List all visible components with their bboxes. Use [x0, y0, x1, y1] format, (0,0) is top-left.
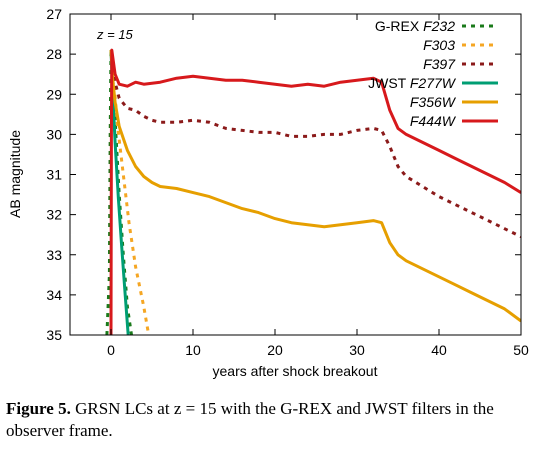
legend-label-f444w: F444W: [410, 113, 457, 129]
y-tick-label: 28: [46, 46, 62, 62]
x-tick-label: 0: [107, 342, 115, 358]
x-tick-label: 40: [431, 342, 447, 358]
legend-series-name: F277W: [410, 75, 457, 91]
y-axis-label: AB magnitude: [7, 130, 23, 218]
legend-series-name: F303: [423, 37, 455, 53]
legend-series-name: F232: [423, 18, 455, 34]
legend-label-f303: F303: [423, 37, 455, 53]
y-tick-label: 29: [46, 86, 62, 102]
series-layer: [105, 48, 521, 335]
y-tick-label: 33: [46, 247, 62, 263]
y-tick-label: 34: [46, 287, 62, 303]
legend-label-f277w: JWST F277W: [368, 75, 457, 91]
legend: G-REX F232 F303 F397 JWST F277W F356W F444W: [368, 18, 498, 129]
axis-layer: 0 10 20 30 40 50 27 28 29 30 31 32 33 34 35: [46, 6, 529, 358]
y-tick-label: 31: [46, 167, 62, 183]
legend-series-name: F356W: [410, 94, 457, 110]
y-tick-label: 30: [46, 126, 62, 142]
x-tick-label: 30: [349, 342, 365, 358]
x-tick-label: 50: [513, 342, 529, 358]
annotation-redshift: z = 15: [96, 27, 134, 42]
series-line-f356w: [109, 50, 521, 323]
x-axis-label: years after shock breakout: [213, 363, 378, 379]
x-tick-label: 20: [267, 342, 283, 358]
series-line-f444w: [109, 48, 521, 335]
y-tick-label: 32: [46, 207, 62, 223]
legend-label-f397: F397: [423, 56, 456, 72]
caption-text: GRSN LCs at z = 15 with the G-REX and JW…: [6, 399, 494, 440]
y-tick-label: 27: [46, 6, 62, 22]
caption-label: Figure 5.: [6, 399, 71, 418]
y-tick-label: 35: [46, 327, 62, 343]
x-tick-label: 10: [185, 342, 201, 358]
figure-caption: Figure 5. GRSN LCs at z = 15 with the G-…: [6, 398, 554, 442]
legend-group-label: G-REX: [375, 18, 423, 34]
legend-group-label: JWST: [368, 75, 410, 91]
legend-series-name: F444W: [410, 113, 457, 129]
light-curve-chart: 0 10 20 30 40 50 27 28 29 30 31 32 33 34 35 z = 15 G-R…: [7, 6, 529, 379]
legend-label-f356w: F356W: [410, 94, 457, 110]
legend-series-name: F397: [423, 56, 456, 72]
series-line-f397: [109, 49, 521, 239]
legend-label-f232: G-REX F232: [375, 18, 455, 34]
